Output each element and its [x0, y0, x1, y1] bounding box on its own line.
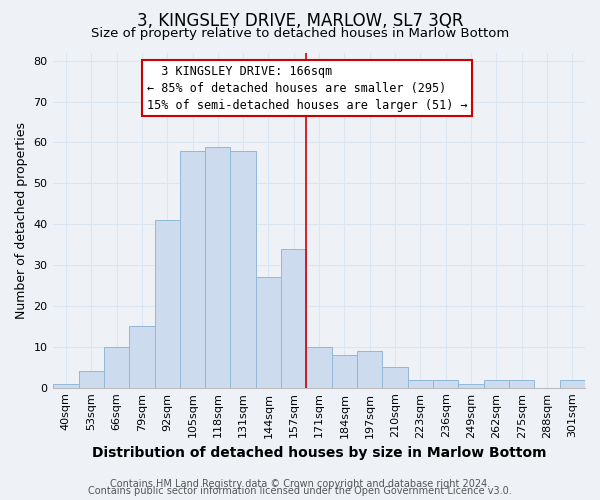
Bar: [79, 372, 104, 388]
Bar: [484, 380, 509, 388]
Bar: [332, 355, 357, 388]
Bar: [230, 150, 256, 388]
Bar: [560, 380, 585, 388]
Bar: [382, 367, 408, 388]
Bar: [53, 384, 79, 388]
Bar: [433, 380, 458, 388]
Bar: [509, 380, 535, 388]
Bar: [180, 150, 205, 388]
Bar: [458, 384, 484, 388]
Bar: [104, 347, 129, 388]
Y-axis label: Number of detached properties: Number of detached properties: [15, 122, 28, 318]
Text: Contains HM Land Registry data © Crown copyright and database right 2024.: Contains HM Land Registry data © Crown c…: [110, 479, 490, 489]
Bar: [281, 248, 307, 388]
X-axis label: Distribution of detached houses by size in Marlow Bottom: Distribution of detached houses by size …: [92, 446, 547, 460]
Bar: [307, 347, 332, 388]
Bar: [408, 380, 433, 388]
Bar: [256, 278, 281, 388]
Text: Size of property relative to detached houses in Marlow Bottom: Size of property relative to detached ho…: [91, 28, 509, 40]
Text: 3 KINGSLEY DRIVE: 166sqm
← 85% of detached houses are smaller (295)
15% of semi-: 3 KINGSLEY DRIVE: 166sqm ← 85% of detach…: [147, 65, 467, 112]
Bar: [205, 146, 230, 388]
Text: 3, KINGSLEY DRIVE, MARLOW, SL7 3QR: 3, KINGSLEY DRIVE, MARLOW, SL7 3QR: [137, 12, 463, 30]
Bar: [129, 326, 155, 388]
Text: Contains public sector information licensed under the Open Government Licence v3: Contains public sector information licen…: [88, 486, 512, 496]
Bar: [357, 351, 382, 388]
Bar: [155, 220, 180, 388]
